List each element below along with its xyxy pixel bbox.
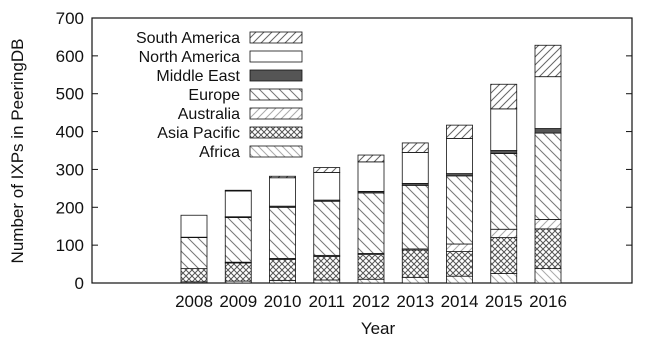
bar-segment-north-america <box>401 151 429 184</box>
bar-segment-asia-pacific <box>313 256 341 281</box>
bar-segment-asia-pacific <box>224 262 252 282</box>
bar-segment-europe <box>357 192 385 254</box>
y-tick-label: 0 <box>75 274 84 293</box>
bar-segment-north-america <box>180 214 208 238</box>
x-tick-label: 2011 <box>308 292 345 311</box>
legend-swatch-north-america <box>249 50 303 63</box>
bar-segment-asia-pacific <box>357 254 385 280</box>
bar-segment-south-america <box>224 189 252 192</box>
bar-segment-africa <box>401 276 429 284</box>
legend-swatch-south-america <box>249 31 303 44</box>
bar-segment-europe <box>401 184 429 250</box>
x-axis-ticks: 2008 2009 2010 2011 2012 2013 2014 2015 2016 <box>175 277 567 311</box>
legend-label-australia: Australia <box>178 106 240 123</box>
bar-segment-south-america <box>534 44 562 78</box>
bar-segment-europe <box>180 237 208 270</box>
bar-segment-europe <box>490 153 518 230</box>
bar-segment-north-america <box>534 76 562 129</box>
x-tick-label: 2010 <box>264 292 302 311</box>
bar-segment-europe <box>224 217 252 263</box>
bar-segment-middle-east <box>490 150 518 154</box>
y-axis-label: Number of IXPs in PeeringDB <box>8 39 27 264</box>
y-tick-label: 200 <box>56 198 84 217</box>
bar-segment-africa <box>534 268 562 284</box>
x-tick-label: 2012 <box>352 292 390 311</box>
bar-segment-asia-pacific <box>490 237 518 274</box>
x-axis-label: Year <box>361 319 396 338</box>
bar-segment-africa <box>313 279 341 284</box>
y-tick-label: 300 <box>56 160 84 179</box>
bar-segment-north-america <box>446 137 473 174</box>
bar-segment-north-america <box>357 161 385 192</box>
bar-segment-asia-pacific <box>180 268 208 283</box>
x-tick-label: 2014 <box>441 292 479 311</box>
legend-swatch-asia-pacific <box>249 126 303 139</box>
legend: South America North America Middle East Eur… <box>136 30 303 161</box>
legend-swatch-europe <box>249 88 303 101</box>
x-tick-label: 2009 <box>219 292 257 311</box>
legend-label-africa: Africa <box>199 144 240 161</box>
bar-segment-south-america <box>357 154 385 163</box>
legend-label-south-america: South America <box>136 30 240 47</box>
bar-segment-europe <box>269 206 296 259</box>
bar-segment-africa <box>446 275 473 284</box>
bar-segment-north-america <box>313 172 341 201</box>
legend-swatch-africa <box>249 145 303 158</box>
bar-segment-south-america <box>446 124 473 139</box>
legend-swatch-australia <box>249 107 303 120</box>
bar-segment-asia-pacific <box>269 259 296 281</box>
x-tick-label: 2013 <box>396 292 434 311</box>
legend-label-north-america: North America <box>139 49 240 66</box>
bar-segment-middle-east <box>534 128 562 134</box>
bar-segment-asia-pacific <box>401 249 429 278</box>
bar-segment-asia-pacific <box>534 228 562 270</box>
bar-segment-north-america <box>269 177 296 207</box>
bar-segment-australia <box>446 243 473 252</box>
bar-segment-asia-pacific <box>446 251 473 277</box>
bar-segment-africa <box>490 273 518 284</box>
legend-label-middle-east: Middle East <box>156 68 240 85</box>
x-tick-label: 2015 <box>485 292 523 311</box>
bar-segment-europe <box>534 132 562 220</box>
bar-segment-australia <box>534 218 562 230</box>
bar-segment-north-america <box>490 108 518 151</box>
legend-label-europe: Europe <box>188 87 240 104</box>
bar-segment-europe <box>313 200 341 256</box>
bar-segment-south-america <box>313 167 341 173</box>
legend-swatch-middle-east <box>249 69 303 82</box>
bar-stacks <box>180 44 562 284</box>
y-tick-label: 700 <box>56 9 84 28</box>
bar-segment-africa <box>357 278 385 284</box>
legend-label-asia-pacific: Asia Pacific <box>157 125 240 142</box>
bar-segment-south-america <box>401 142 429 153</box>
y-tick-label: 100 <box>56 236 84 255</box>
y-tick-label: 500 <box>56 85 84 104</box>
x-tick-label: 2008 <box>175 292 213 311</box>
y-tick-label: 600 <box>56 47 84 66</box>
y-axis-ticks: 0 100 200 300 400 500 600 700 <box>56 9 632 293</box>
bar-segment-north-america <box>224 190 252 218</box>
bar-segment-south-america <box>490 83 518 110</box>
bar-segment-south-america <box>269 175 296 179</box>
bar-segment-australia <box>490 228 518 238</box>
bar-segment-europe <box>446 175 473 245</box>
y-tick-label: 400 <box>56 123 84 142</box>
x-tick-label: 2016 <box>529 292 567 311</box>
